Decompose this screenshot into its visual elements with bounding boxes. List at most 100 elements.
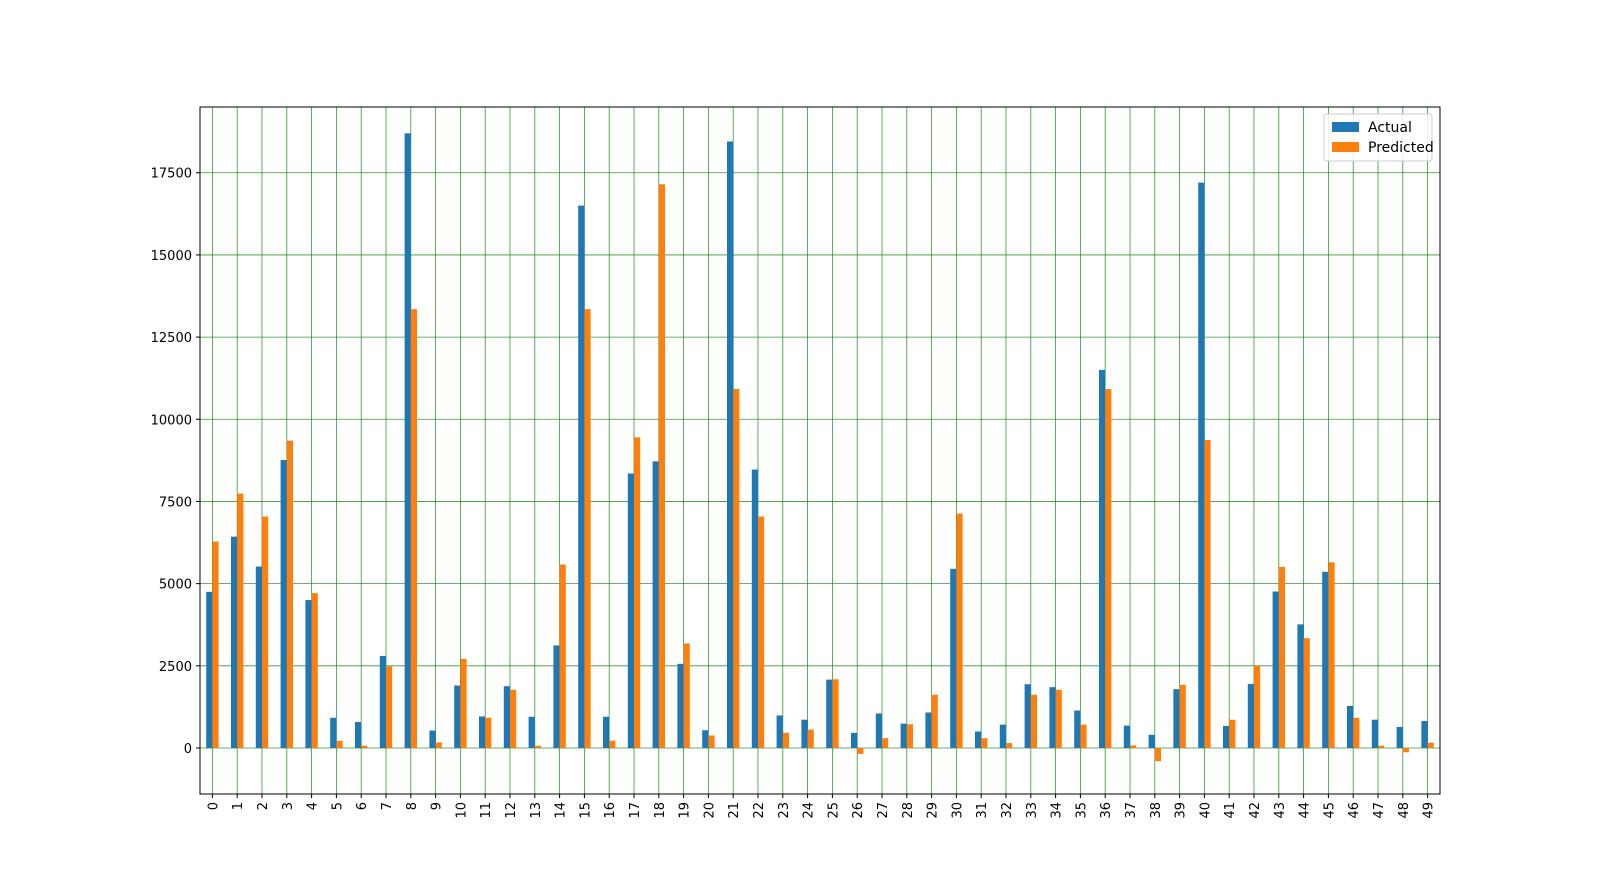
bar-actual-25 [826,679,833,748]
bar-actual-43 [1272,591,1279,748]
bar-predicted-33 [1030,694,1037,748]
bar-actual-0 [206,591,213,748]
bar-predicted-24 [807,729,814,748]
bar-actual-22 [751,469,758,748]
bar-actual-46 [1347,705,1354,748]
x-tick-label: 25 [826,802,841,819]
x-tick-label: 19 [678,802,693,819]
bar-actual-44 [1297,624,1304,748]
legend-swatch-actual [1332,122,1359,132]
x-tick-label: 47 [1372,802,1387,819]
bar-predicted-37 [1130,745,1137,748]
x-tick-label: 16 [603,802,618,819]
bar-predicted-21 [733,389,740,748]
x-tick-label: 32 [1000,802,1015,819]
x-tick-label: 35 [1074,802,1089,819]
bar-actual-48 [1396,726,1403,748]
bar-predicted-8 [410,309,417,748]
bar-actual-4 [305,600,312,748]
x-tick-label: 17 [628,802,643,819]
bar-predicted-25 [832,679,839,748]
bar-predicted-27 [882,738,889,748]
x-tick-label: 8 [405,802,420,810]
bar-predicted-43 [1278,566,1285,748]
x-tick-label: 4 [306,802,321,810]
bar-actual-9 [429,730,436,748]
x-tick-label: 45 [1322,802,1337,819]
bar-predicted-36 [1105,389,1112,748]
x-tick-label: 7 [380,802,395,810]
bar-actual-27 [875,713,882,748]
bar-predicted-11 [485,717,492,748]
x-tick-label: 43 [1273,802,1288,819]
x-tick-label: 31 [975,802,990,819]
bar-predicted-1 [237,493,244,748]
bar-actual-8 [404,133,411,748]
x-tick-label: 44 [1298,802,1313,819]
bar-actual-6 [355,722,362,748]
bar-predicted-20 [708,735,715,748]
x-tick-label: 13 [529,802,544,819]
bar-actual-37 [1123,725,1130,748]
legend-label-predicted: Predicted [1368,140,1434,156]
x-tick-label: 2 [256,802,271,810]
bar-actual-24 [801,719,808,748]
x-tick-label: 18 [653,802,668,819]
bar-actual-7 [379,655,386,748]
y-tick-label: 15000 [151,249,192,264]
bar-predicted-6 [361,745,368,748]
bar-predicted-32 [1006,743,1013,748]
bar-actual-15 [578,205,585,748]
x-tick-label: 42 [1248,802,1263,819]
bar-actual-49 [1421,721,1428,748]
bar-actual-18 [652,461,659,748]
y-tick-label: 7500 [159,495,192,510]
bar-actual-1 [231,536,238,748]
bar-predicted-19 [683,643,690,748]
bar-predicted-30 [956,513,963,748]
bar-actual-36 [1099,369,1106,748]
y-tick-label: 0 [184,742,192,757]
x-tick-label: 23 [777,802,792,819]
x-tick-label: 29 [926,802,941,819]
bar-actual-10 [454,685,461,748]
plot-frame [199,106,1441,795]
bar-actual-29 [925,712,932,748]
bar-actual-14 [553,645,560,748]
y-axis: 0 2500 5000 7500 10000 12500 15000 17500 [151,167,200,757]
bar-predicted-46 [1353,717,1360,748]
bar-predicted-12 [510,689,517,748]
bar-actual-11 [479,716,486,748]
x-tick-label: 10 [454,802,469,819]
bar-actual-47 [1371,719,1378,748]
x-tick-label: 9 [430,802,445,810]
y-tick-label: 12500 [151,331,192,346]
x-tick-label: 20 [702,802,717,819]
x-tick-label: 15 [578,802,593,819]
bar-actual-34 [1049,687,1056,748]
bar-actual-26 [851,732,858,748]
x-tick-label: 39 [1174,802,1189,819]
bar-predicted-17 [634,437,641,748]
x-tick-label: 34 [1050,802,1065,819]
x-tick-label: 21 [727,802,742,819]
y-tick-label: 10000 [151,413,192,428]
x-tick-label: 24 [802,802,817,819]
bar-actual-19 [677,663,684,748]
bar-predicted-7 [386,666,393,748]
bar-actual-21 [727,141,734,748]
bar-actual-23 [776,715,783,748]
bar-predicted-35 [1080,724,1087,748]
x-axis: 0 1 2 3 4 5 6 7 8 9 10 11 12 13 14 15 16 17 18 19 20 21 22 23 24… [206,794,1437,819]
bar-predicted-26 [857,747,864,754]
bar-actual-42 [1247,683,1254,748]
x-tick-label: 48 [1397,802,1412,819]
bar-predicted-31 [981,738,988,748]
bar-predicted-13 [534,745,541,748]
bar-predicted-39 [1179,684,1186,748]
bar-predicted-29 [931,694,938,748]
bar-predicted-47 [1378,745,1385,748]
bar-actual-40 [1198,182,1205,748]
x-tick-label: 14 [554,802,569,819]
